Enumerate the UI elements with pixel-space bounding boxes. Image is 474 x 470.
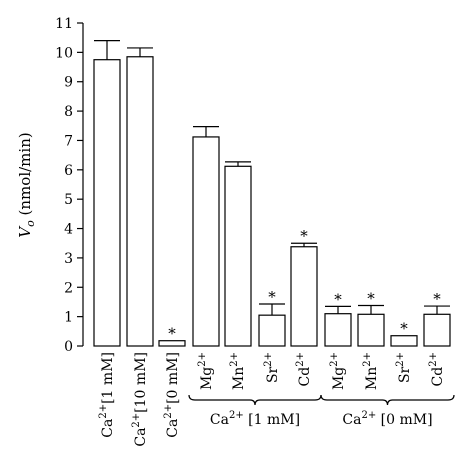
x-tick-label-base: Cd: [297, 367, 313, 387]
group-bracket: [320, 394, 455, 406]
bar: [126, 56, 154, 347]
bars: [93, 56, 451, 347]
x-tick-label-sup: 2+: [428, 352, 439, 367]
x-tick-label-tail: [10 mM]: [133, 352, 149, 413]
y-tick-label: 10: [55, 45, 73, 61]
x-tick-label: Ca2+[10 mM]: [131, 352, 149, 447]
x-tick-label-sup: 2+: [229, 352, 240, 367]
y-tick-label: 3: [64, 251, 73, 267]
group-label-sup: 2+: [229, 410, 244, 421]
bar: [290, 246, 318, 347]
x-tick-label-tail: [0 mM]: [165, 352, 181, 404]
y-tick-label: 11: [55, 16, 73, 32]
x-tick-label-base: Ca: [165, 419, 181, 438]
bar: [158, 340, 186, 347]
y-tick-label: 0: [64, 339, 73, 355]
x-tick-label-base: Ca: [100, 419, 116, 438]
significance-star: *: [367, 289, 375, 307]
y-tick-label: 4: [64, 222, 73, 238]
x-tick-label-sup: 2+: [395, 352, 406, 367]
x-tick-label: Cd2+: [295, 352, 313, 386]
x-tick-label-sup: 2+: [197, 352, 208, 367]
x-tick-label: Sr2+: [395, 352, 413, 383]
bar: [192, 136, 220, 347]
x-tick-label-base: Sr: [265, 366, 281, 383]
x-tick-label: Mn2+: [362, 352, 380, 390]
x-tick-label: Ca2+[0 mM]: [163, 352, 181, 438]
significance-star: *: [168, 325, 176, 343]
y-tick-label: 7: [64, 133, 73, 149]
group-label: Ca2+ [1 mM]: [210, 410, 300, 428]
group-label-base: Ca: [342, 412, 361, 428]
y-tick-label: 8: [64, 104, 73, 120]
x-tick-label-base: Mg: [331, 367, 347, 390]
error-bars: [94, 40, 450, 316]
x-tick-labels: Ca2+[1 mM]Ca2+[10 mM]Ca2+[0 mM] Mg2+Mn2+S…: [98, 352, 446, 447]
group-bracket: [188, 394, 322, 406]
y-tick-label: 2: [64, 280, 73, 296]
group-label-base: Ca: [210, 412, 229, 428]
bar: [224, 165, 252, 347]
significance-markers: * * * * * * *: [168, 227, 441, 342]
bar: [258, 314, 286, 347]
x-tick-label-sup: 2+: [98, 404, 109, 419]
y-tick-label: 6: [64, 163, 73, 179]
significance-star: *: [268, 288, 276, 306]
y-tick-label: 9: [64, 75, 73, 91]
y-tick-label: 5: [64, 192, 73, 208]
x-tick-label: Ca2+[1 mM]: [98, 352, 116, 438]
x-tick-label: Cd2+: [428, 352, 446, 386]
group-label: Ca2+ [0 mM]: [342, 410, 432, 428]
x-tick-label-base: Mn: [231, 367, 247, 390]
bar: [93, 59, 121, 347]
x-tick-label: Mg2+: [329, 352, 347, 390]
x-tick-label-tail: [1 mM]: [100, 352, 116, 404]
bar: [390, 335, 418, 347]
significance-star: *: [300, 227, 308, 245]
significance-star: *: [400, 320, 408, 338]
group-label-sup: 2+: [361, 410, 376, 421]
x-tick-label-sup: 2+: [131, 413, 142, 428]
x-tick-label: Mn2+: [229, 352, 247, 390]
bar: [423, 313, 451, 347]
significance-star: *: [433, 290, 441, 308]
y-axis: 0 1 2 3 4 5 6 7 8 9 10 11: [55, 16, 84, 355]
x-tick-label-sup: 2+: [295, 352, 306, 367]
group-label-tail: [1 mM]: [244, 412, 300, 428]
x-tick-label-base: Cd: [430, 367, 446, 387]
y-axis-title-symbol: V: [16, 225, 34, 238]
x-tick-label-base: Sr: [397, 366, 413, 383]
bar: [324, 313, 352, 347]
bar: [357, 313, 385, 347]
y-axis-label: Vo (nmol/min): [16, 132, 37, 237]
y-axis-title-subscript: o: [24, 220, 37, 227]
x-tick-label: Mg2+: [197, 352, 215, 390]
significance-star: *: [334, 290, 342, 308]
x-tick-label-base: Mn: [364, 367, 380, 390]
x-tick-label-base: Mg: [199, 367, 215, 390]
x-tick-label-base: Ca: [133, 428, 149, 447]
x-tick-label-sup: 2+: [329, 352, 340, 367]
x-tick-label: Sr2+: [263, 352, 281, 383]
group-label-tail: [0 mM]: [376, 412, 432, 428]
x-tick-label-sup: 2+: [362, 352, 373, 367]
group-brackets: Ca2+ [1 mM] Ca2+ [0 mM]: [188, 394, 455, 428]
x-tick-label-sup: 2+: [263, 352, 274, 367]
y-axis-title-unit: (nmol/min): [16, 132, 34, 220]
x-tick-label-sup: 2+: [163, 404, 174, 419]
y-tick-label: 1: [64, 310, 73, 326]
y-axis-title: Vo (nmol/min): [16, 132, 37, 237]
